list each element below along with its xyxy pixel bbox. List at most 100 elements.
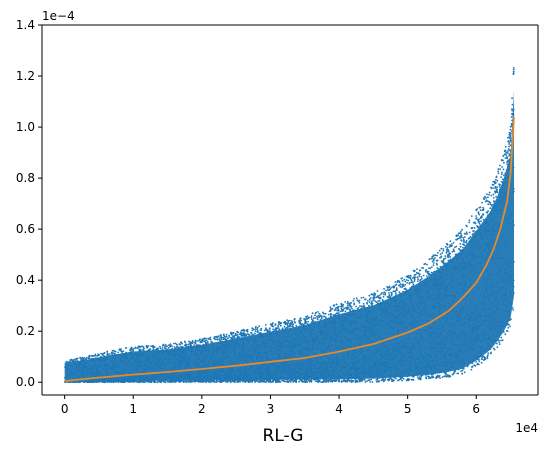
scatter-point bbox=[459, 245, 462, 248]
scatter-point bbox=[163, 345, 166, 347]
scatter-point bbox=[495, 195, 498, 198]
scatter-point bbox=[339, 305, 341, 308]
scatter-point bbox=[384, 378, 387, 381]
scatter-point bbox=[445, 373, 447, 376]
scatter-point bbox=[435, 262, 438, 265]
scatter-point bbox=[359, 305, 361, 307]
scatter-point bbox=[205, 339, 208, 342]
scatter-point bbox=[399, 283, 401, 286]
scatter-point bbox=[156, 381, 159, 384]
scatter-point bbox=[352, 300, 355, 302]
scatter-point bbox=[239, 331, 242, 334]
scatter-point bbox=[73, 358, 75, 361]
scatter-point bbox=[218, 337, 221, 339]
scatter-point bbox=[408, 378, 411, 381]
scatter-point bbox=[166, 345, 169, 347]
scatter-point bbox=[79, 356, 81, 359]
scatter-point bbox=[100, 352, 102, 355]
scatter-point bbox=[417, 272, 420, 275]
scatter-point bbox=[298, 322, 301, 325]
scatter-point bbox=[173, 346, 176, 348]
scatter-point bbox=[425, 271, 427, 273]
scatter-point bbox=[471, 233, 474, 236]
scatter-point bbox=[492, 347, 495, 350]
scatter-point bbox=[384, 293, 387, 296]
scatter-point bbox=[425, 269, 428, 271]
scatter-point bbox=[498, 341, 501, 344]
scatter-point bbox=[317, 311, 319, 313]
scatter-point bbox=[511, 97, 513, 100]
scatter-point bbox=[269, 327, 271, 329]
scatter-point bbox=[331, 380, 334, 383]
scatter-point bbox=[371, 381, 374, 383]
scatter-point bbox=[420, 275, 423, 278]
scatter-point bbox=[429, 267, 432, 270]
scatter-point bbox=[353, 298, 355, 300]
scatter-point bbox=[328, 379, 331, 382]
scatter-point bbox=[376, 290, 379, 292]
scatter-point bbox=[416, 276, 419, 279]
scatter-point bbox=[361, 380, 363, 383]
scatter-point bbox=[494, 185, 497, 188]
scatter-point bbox=[496, 179, 499, 182]
scatter-point bbox=[436, 251, 439, 254]
scatter-point bbox=[335, 303, 338, 306]
scatter-point bbox=[366, 380, 368, 382]
scatter-point bbox=[389, 295, 392, 298]
scatter-point bbox=[493, 180, 496, 183]
scatter-point bbox=[258, 325, 260, 327]
scatter-point bbox=[388, 286, 391, 289]
scatter-point bbox=[157, 347, 159, 350]
scatter-point bbox=[343, 307, 346, 310]
scatter-point bbox=[329, 306, 332, 309]
scatter-point bbox=[501, 178, 504, 181]
scatter-point bbox=[395, 292, 397, 295]
scatter-point bbox=[86, 356, 88, 359]
scatter-point bbox=[416, 280, 419, 283]
scatter-point bbox=[441, 376, 444, 378]
scatter-point bbox=[355, 297, 358, 300]
scatter-point bbox=[463, 232, 466, 235]
scatter-point bbox=[191, 342, 194, 345]
scatter-point bbox=[496, 186, 499, 189]
scatter-point bbox=[410, 278, 412, 281]
scatter-point bbox=[501, 166, 503, 168]
scatter-point bbox=[263, 329, 266, 332]
scatter-point bbox=[482, 218, 485, 221]
scatter-point bbox=[504, 146, 507, 148]
scatter-point bbox=[463, 236, 466, 239]
scatter-point bbox=[508, 145, 510, 148]
scatter-point bbox=[324, 312, 327, 315]
scatter-point bbox=[320, 317, 323, 320]
scatter-point bbox=[329, 310, 332, 312]
scatter-point bbox=[179, 344, 182, 346]
scatter-point bbox=[486, 354, 489, 357]
scatter-point bbox=[454, 246, 456, 249]
scatter-point bbox=[265, 328, 268, 330]
scatter-point bbox=[419, 278, 422, 281]
scatter-point bbox=[216, 336, 219, 339]
scatter-point bbox=[360, 305, 363, 307]
scatter-points bbox=[63, 67, 515, 384]
scatter-point bbox=[308, 379, 310, 382]
scatter-point bbox=[327, 313, 330, 316]
scatter-point bbox=[359, 380, 361, 383]
scatter-point bbox=[449, 256, 452, 258]
scatter-point bbox=[161, 344, 164, 347]
scatter-point bbox=[167, 347, 170, 349]
scatter-point bbox=[370, 378, 372, 381]
scatter-point bbox=[489, 207, 492, 210]
scatter-point bbox=[504, 333, 507, 336]
scatter-point bbox=[439, 377, 441, 379]
scatter-point bbox=[386, 286, 389, 289]
scatter-point bbox=[164, 343, 167, 346]
scatter-point bbox=[382, 293, 385, 295]
scatter-point bbox=[511, 307, 514, 309]
scatter-point bbox=[497, 170, 500, 173]
scatter-point bbox=[407, 279, 410, 282]
scatter-point bbox=[205, 337, 207, 340]
scatter-point bbox=[502, 168, 505, 171]
scatter-point bbox=[451, 250, 454, 253]
scatter-point bbox=[214, 381, 216, 383]
scatter-point bbox=[256, 326, 259, 329]
